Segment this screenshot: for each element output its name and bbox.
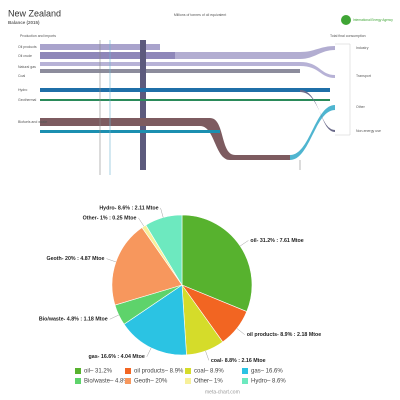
flow: [40, 130, 220, 133]
slice-label: Bio/waste- 4.8% : 1.18 Mtoe: [39, 317, 108, 323]
slice-label: gas- 16.6% : 4.04 Mtoe: [89, 354, 145, 360]
source-label: Natural gas: [18, 65, 36, 69]
legend-swatch: [185, 368, 191, 374]
right-header: Total final consumption: [330, 34, 366, 38]
left-header: Production and imports: [20, 34, 56, 38]
flow: [40, 69, 300, 73]
leader-line: [146, 347, 152, 357]
flow: [290, 105, 335, 160]
legend-swatch: [242, 368, 248, 374]
flow: [40, 52, 175, 59]
slice-label: oil- 31.2% : 7.61 Mtoe: [250, 238, 303, 244]
units: Millions of tonnes of oil equivalent: [174, 13, 226, 17]
flow: [40, 88, 330, 92]
source-label: Hydro: [18, 88, 27, 92]
slice-label: Other- 1% : 0.25 Mtoe: [83, 215, 137, 221]
sankey-title: New Zealand: [8, 8, 61, 18]
leader-line: [109, 314, 119, 320]
flow: [40, 99, 330, 101]
use-labels: Industry Transport Other Non-energy use: [356, 46, 381, 133]
legend-label: Geoth– 20%: [134, 379, 168, 385]
pie-chart: oil- 31.2% : 7.61 Mtoe oil products- 8.9%…: [39, 205, 321, 384]
legend-label: oil products– 8.9%: [134, 369, 184, 375]
legend-label: Other– 1%: [194, 379, 223, 385]
slice-label: coal- 8.8% : 2.16 Mtoe: [211, 358, 266, 364]
use-label: Transport: [356, 74, 371, 78]
legend-swatch: [75, 368, 81, 374]
pie-slice: [123, 284, 187, 356]
legend-label: Hydro– 8.6%: [251, 379, 286, 385]
sankey-subtitle: Balance (2015): [8, 20, 40, 25]
leader-line: [138, 217, 145, 227]
legend-label: coal– 8.9%: [194, 369, 224, 375]
slice-label: oil products- 8.9% : 2.18 Mtoe: [247, 332, 322, 338]
source-label: Geothermal: [18, 98, 37, 102]
use-label: Industry: [356, 46, 369, 50]
flow: [175, 46, 335, 59]
bracket: [335, 43, 351, 136]
legend-swatch: [125, 368, 131, 374]
flow: [40, 62, 300, 66]
source-label: Oil crude: [18, 54, 32, 58]
leader-line: [106, 258, 116, 263]
legend-swatch: [125, 378, 131, 384]
slice-label: Hydro- 8.6% : 2.11 Mtoe: [99, 205, 158, 211]
logo: [341, 15, 351, 25]
legend-swatch: [185, 378, 191, 384]
leader-line: [160, 207, 164, 218]
agency: International Energy Agency: [353, 18, 393, 22]
slice-label: Geoth- 20% : 4.87 Mtoe: [46, 256, 104, 262]
source-label: Coal: [18, 74, 25, 78]
use-label: Other: [356, 105, 366, 109]
source-labels: Oil products Oil crude Natural gas Coal …: [18, 45, 47, 124]
sankey: New Zealand Balance (2015) Millions of t…: [8, 8, 393, 175]
legend-label: Bio/waste– 4.8%: [84, 379, 129, 385]
legend-swatch: [75, 378, 81, 384]
flow: [300, 62, 335, 78]
source-label: Biofuels and waste: [18, 120, 47, 124]
source-label: Oil products: [18, 45, 37, 49]
footer: meta-chart.com: [205, 389, 240, 395]
legend-label: oil– 31.2%: [84, 369, 113, 375]
leader-line: [240, 240, 249, 247]
pie-slice: [111, 227, 183, 306]
leader-line: [205, 350, 210, 361]
leader-line: [236, 328, 245, 335]
use-label: Non-energy use: [356, 129, 381, 133]
flow: [140, 40, 146, 170]
legend-label: gas– 16.6%: [251, 369, 283, 375]
flow: [40, 118, 290, 160]
legend-swatch: [242, 378, 248, 384]
